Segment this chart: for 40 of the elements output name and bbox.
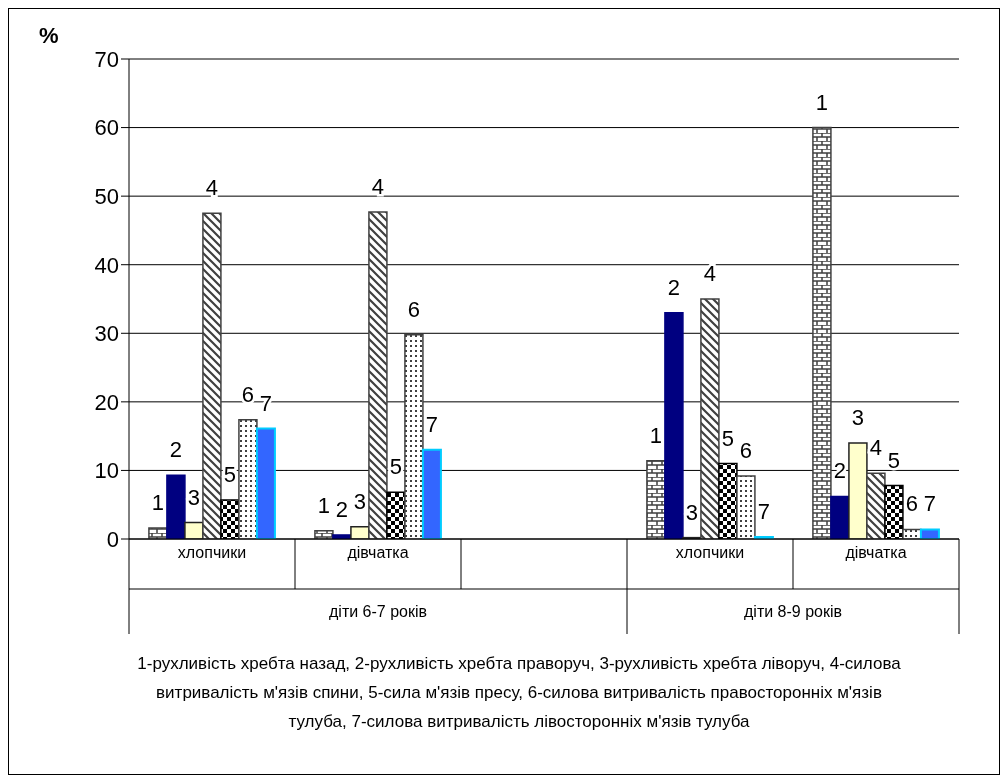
text: 1 (317, 492, 331, 518)
text: діти 6-7 років (328, 603, 428, 621)
text: 5 (887, 447, 901, 473)
text: 3 (851, 405, 865, 430)
text: 5 (721, 425, 735, 451)
y-tick-label: 20 (94, 389, 119, 415)
text: 4 (869, 435, 883, 461)
text: 2 (667, 274, 681, 300)
text: 7 (923, 491, 937, 517)
y-tick-label: 0 (106, 526, 119, 552)
text: 2 (335, 496, 349, 522)
text: 1 (649, 422, 663, 448)
series-label: 1 (151, 490, 165, 516)
x-tick-label: дівчатка (347, 544, 409, 562)
text: 4 (703, 261, 717, 286)
text: 6 (739, 437, 753, 463)
text: 6 (905, 491, 919, 517)
y-tick-label: 10 (94, 458, 119, 484)
y-axis-title: % (39, 23, 59, 49)
y-tick-label: 30 (94, 321, 119, 347)
text: 7 (425, 411, 439, 437)
series-label: 2 (169, 437, 183, 463)
y-tick-label: 70 (94, 46, 119, 72)
series-label: 3 (187, 484, 201, 510)
series-label: 4 (205, 175, 219, 201)
text: 1 (815, 89, 829, 115)
text: 7 (757, 498, 771, 524)
text: 3 (353, 488, 367, 514)
x-tick-label: хлопчики (675, 544, 745, 562)
y-tick-label: 50 (94, 183, 119, 209)
y-tick-label: 60 (94, 115, 119, 141)
text: діти 8-9 років (743, 603, 843, 621)
x-tick-label: дівчатка (845, 544, 907, 562)
text: 1-рухливість хребта назад, 2-рухливість хребта праворуч, 3-рухливість хребта ліворуч, 4-силова витривалість м'язів спини, 5-сила м'язів пресу, 6-силова витривалість правосторонніх м'язів тулуба, 7-силова витривалість лівосторонніх м'язів тулуба (136, 653, 902, 733)
text: 4 (371, 173, 385, 199)
text: 6 (407, 296, 421, 322)
text: 3 (685, 499, 699, 525)
series-label: 6 (241, 381, 255, 407)
y-tick-label: 40 (94, 252, 119, 278)
x-tick-label: хлопчики (177, 544, 247, 562)
